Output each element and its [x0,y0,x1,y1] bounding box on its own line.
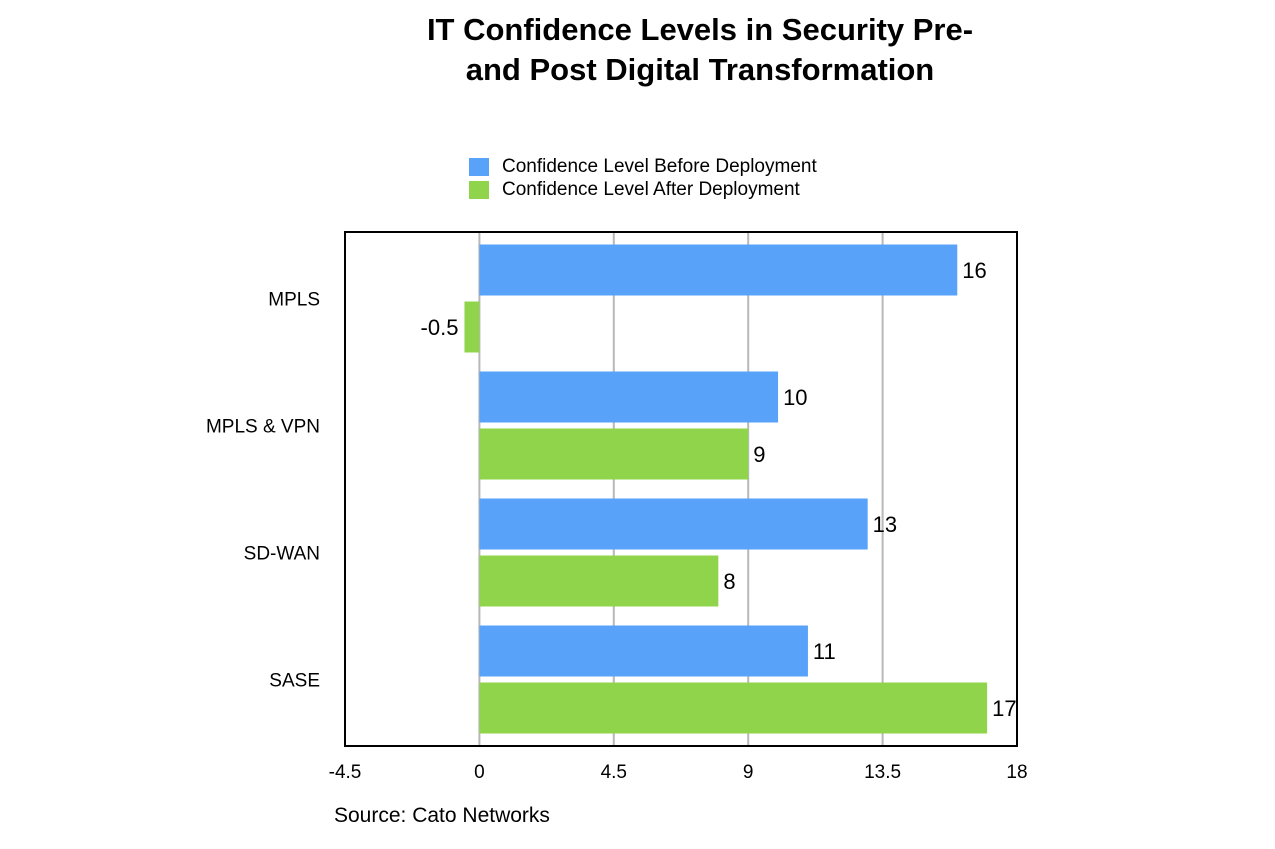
chart-title-line-2: and Post Digital Transformation [465,52,935,87]
data-label: 11 [813,639,836,664]
bar-before-deployment [479,625,808,677]
x-tick-label: 13.5 [864,762,901,783]
bars [464,244,988,734]
source-note: Source: Cato Networks [334,804,550,827]
legend-label-before: Confidence Level Before Deployment [502,155,817,177]
bar-after-deployment [464,301,480,353]
bar-after-deployment [479,555,719,607]
chart-title: IT Confidence Levels in Security Pre- an… [300,10,1100,90]
chart-legend: Confidence Level Before Deployment Confi… [469,155,817,201]
x-tick-label: -4.5 [329,762,362,783]
bar-before-deployment [479,498,868,550]
chart-title-line-1: IT Confidence Levels in Security Pre- [426,12,974,47]
data-label: 17 [992,696,1016,721]
legend-swatch-before [469,157,489,176]
category-label: SD-WAN [244,544,320,565]
legend-swatch-after [469,180,489,199]
bar-after-deployment [479,428,749,480]
legend-label-after: Confidence Level After Deployment [502,178,800,200]
plot-frame [344,231,1018,747]
x-tick-label: 9 [743,762,754,783]
bar-before-deployment [479,244,958,296]
data-label: -0.5 [421,315,459,340]
x-tick-label: 0 [474,762,485,783]
x-tick-label: 18 [1006,762,1027,783]
x-tick-label: 4.5 [601,762,627,783]
category-label: MPLS [268,290,320,311]
x-tick-labels: -4.5 0 4.5 9 13.5 18 [329,762,1028,783]
bar-before-deployment [479,371,779,423]
data-label: 16 [962,258,986,283]
category-label: MPLS & VPN [206,417,320,438]
data-label: 13 [873,512,897,537]
data-label: 8 [723,569,735,594]
category-labels: MPLS MPLS & VPN SD-WAN SASE [206,290,320,692]
legend-item-before: Confidence Level Before Deployment [469,155,817,178]
category-label: SASE [269,671,320,692]
data-label: 10 [783,385,807,410]
data-labels: 16 -0.5 10 9 13 8 11 17 [421,258,1017,721]
bar-after-deployment [479,682,988,734]
data-label: 9 [753,442,765,467]
legend-item-after: Confidence Level After Deployment [469,178,817,201]
